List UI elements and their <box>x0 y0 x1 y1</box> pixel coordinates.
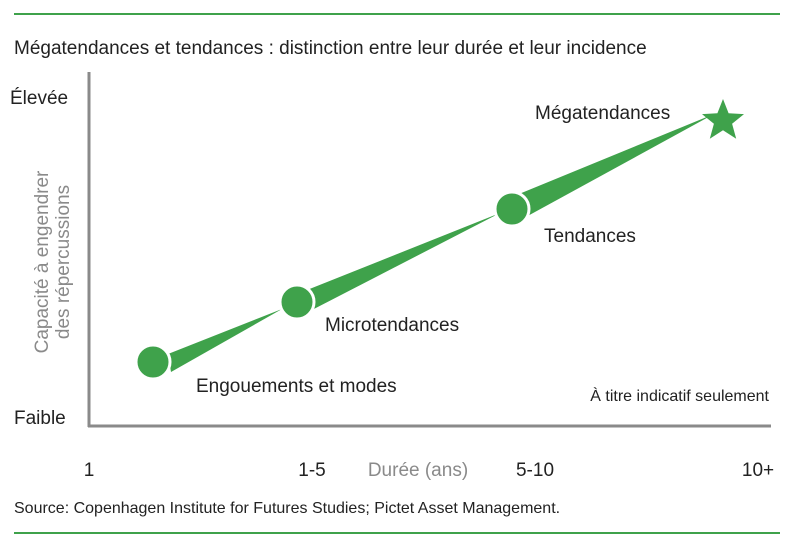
stage-2-label: Microtendances <box>325 315 459 336</box>
x-tick-1: 1 <box>84 460 95 481</box>
star-icon <box>702 99 744 139</box>
x-axis-title: Durée (ans) <box>368 460 468 481</box>
x-tick-5-10: 5-10 <box>516 460 554 481</box>
wedge-2 <box>307 213 500 311</box>
stage-1-label: Engouements et modes <box>196 376 397 397</box>
stage-3-label: Tendances <box>544 226 636 247</box>
y-axis-title-line1: Capacité à engendrer <box>32 170 53 353</box>
wedge-3 <box>519 114 714 218</box>
y-axis-top-label: Élevée <box>10 88 68 109</box>
source-note: Source: Copenhagen Institute for Futures… <box>14 500 560 517</box>
y-axis-bottom-label: Faible <box>14 408 66 429</box>
y-axis-title-line2: des répercussions <box>53 185 74 339</box>
stage-4-label: Mégatendances <box>535 103 670 124</box>
wedge-1 <box>168 309 282 372</box>
stage-2-circle <box>278 283 316 321</box>
chart-title: Mégatendances et tendances : distinction… <box>14 38 647 59</box>
stage-3-circle <box>493 190 531 228</box>
stage-1-circle <box>134 343 172 381</box>
indicative-note: À titre indicatif seulement <box>590 386 769 405</box>
x-tick-1-5: 1-5 <box>298 460 325 481</box>
x-tick-10-plus: 10+ <box>742 460 774 481</box>
